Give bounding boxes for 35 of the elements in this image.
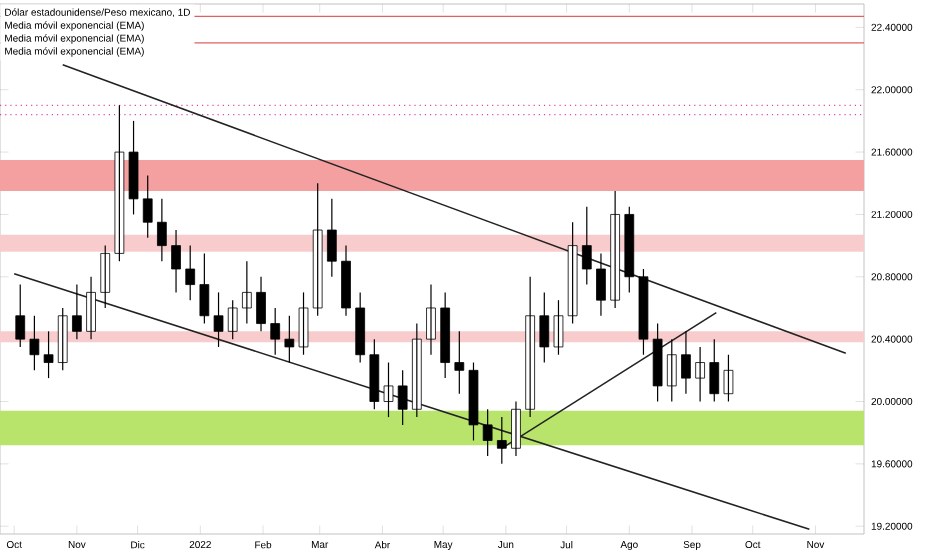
- candlestick: [355, 291, 366, 364]
- candlestick: [15, 283, 26, 348]
- candlestick: [270, 307, 281, 356]
- candlestick: [581, 206, 592, 286]
- candlestick: [553, 299, 564, 356]
- candlestick: [227, 299, 238, 340]
- candlestick: [411, 322, 422, 418]
- candlestick: [397, 369, 408, 426]
- candlestick: [114, 104, 125, 262]
- candlestick: [284, 315, 295, 364]
- candlestick: [482, 408, 493, 457]
- candlestick: [185, 245, 196, 301]
- candlestick: [326, 198, 337, 278]
- candlestick: [199, 252, 210, 325]
- candlestick: [383, 361, 394, 418]
- candlestick: [723, 354, 734, 403]
- candlestick: [539, 291, 550, 364]
- candlestick: [709, 338, 720, 403]
- candlestick: [638, 268, 649, 356]
- candlestick: [142, 174, 153, 239]
- candlestick: [454, 330, 465, 395]
- candlestick: [213, 291, 224, 348]
- candlestick: [567, 221, 578, 325]
- candlestick: [369, 338, 380, 410]
- candlestick: [128, 120, 139, 216]
- candlestick: [57, 307, 68, 371]
- candlestick: [652, 322, 663, 403]
- candlestick: [312, 182, 323, 317]
- candlestick: [298, 291, 309, 356]
- candlestick: [666, 338, 677, 403]
- candlestick: [624, 206, 635, 293]
- candlestick: [468, 361, 479, 442]
- candlestick: [440, 291, 451, 379]
- candlestick: [100, 245, 111, 309]
- candlestick: [496, 416, 507, 465]
